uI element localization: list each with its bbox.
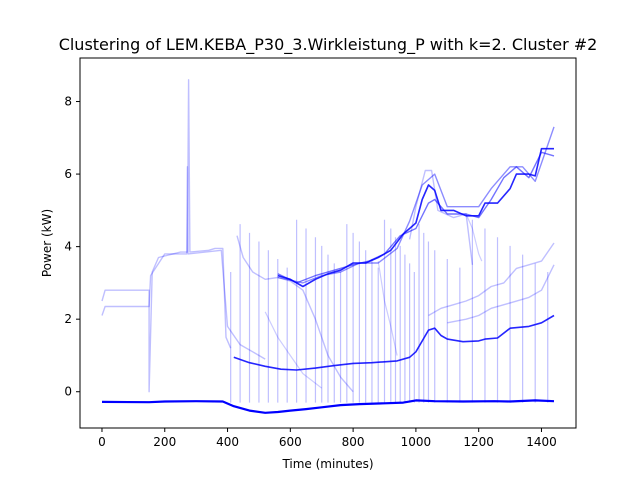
series-line-10 xyxy=(447,264,555,324)
x-tick-label: 400 xyxy=(216,435,239,449)
x-tick-label: 1000 xyxy=(401,435,432,449)
series-line-13 xyxy=(377,261,398,356)
y-tick-label: 2 xyxy=(64,312,72,326)
x-tick-label: 1200 xyxy=(463,435,494,449)
series-line-6 xyxy=(101,79,232,393)
y-axis-label: Power (kW) xyxy=(40,209,54,277)
x-axis-label: Time (minutes) xyxy=(281,457,373,471)
x-tick-label: 0 xyxy=(98,435,106,449)
series-line-14 xyxy=(465,213,483,262)
y-tick-label: 8 xyxy=(64,95,72,109)
x-tick-label: 800 xyxy=(342,435,365,449)
axes-frame xyxy=(79,57,577,429)
series-line-1 xyxy=(101,399,555,414)
y-tick-label: 4 xyxy=(64,240,72,254)
series-line-9 xyxy=(428,242,555,317)
y-tick-label: 6 xyxy=(64,167,72,181)
x-tick-label: 200 xyxy=(153,435,176,449)
series-line-2 xyxy=(233,314,555,371)
series-line-7 xyxy=(101,166,266,360)
plot-lines xyxy=(101,79,555,414)
series-line-4 xyxy=(277,151,555,284)
chart-title: Clustering of LEM.KEBA_P30_3.Wirkleistun… xyxy=(59,35,598,55)
series-line-8 xyxy=(236,235,354,393)
series-line-5 xyxy=(277,126,555,284)
series-line-3 xyxy=(277,147,554,288)
y-tick-label: 0 xyxy=(64,385,72,399)
axis-ticks: 0 200 400 600 800 1000 1200 1400 0 2 4 6 8 xyxy=(64,95,556,449)
series-line-12 xyxy=(264,311,323,389)
x-tick-label: 1400 xyxy=(526,435,557,449)
x-tick-label: 600 xyxy=(279,435,302,449)
